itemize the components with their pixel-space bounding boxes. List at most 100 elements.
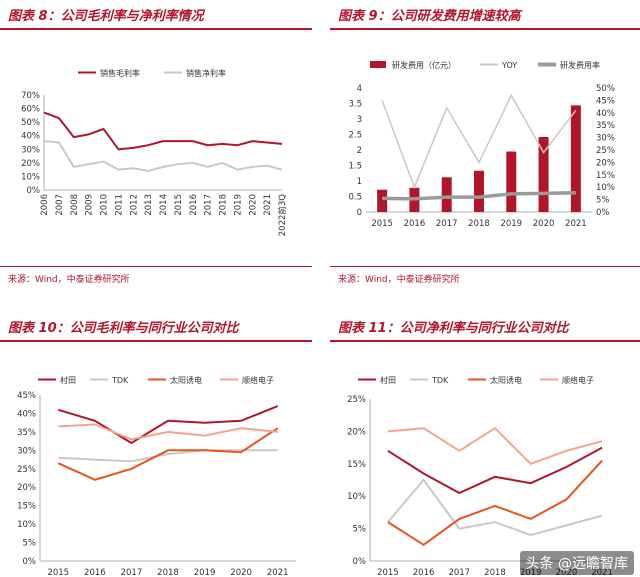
series-line xyxy=(43,111,283,151)
x-tick-label: 2017 xyxy=(204,194,214,216)
series-line xyxy=(387,446,603,495)
y2-tick-label: 35% xyxy=(596,121,615,131)
chart-gross-margin-peers: 村田 TDK 太阳诱电 顺络电子 0% 5% 10% 15% 20% 25% 30% 35% 40% 45… xyxy=(17,375,296,577)
x-tick-label: 2018 xyxy=(219,194,229,216)
series-line xyxy=(387,459,603,547)
bar xyxy=(474,170,484,212)
x-tick-label: 2009 xyxy=(85,194,95,216)
chart-net-margin-peers: 村田 TDK 太阳诱电 顺络电子 0% 5% 10% 15% 20% 25% 2015 2016 201… xyxy=(347,375,620,577)
y-tick-label: 0 xyxy=(357,208,362,218)
y-tick-label: 70% xyxy=(21,91,40,101)
x-tick-label: 2016 xyxy=(189,194,199,216)
y2-tick-label: 5% xyxy=(596,196,610,206)
x-tick-label: 2021 xyxy=(565,219,587,229)
y-tick-label: 35% xyxy=(17,428,36,438)
y-tick-label: 10% xyxy=(17,520,36,530)
x-tick-label: 2021 xyxy=(591,568,613,577)
x-tick-label: 2006 xyxy=(40,194,50,216)
panel-title-bar: 图表 8：公司毛利率与净利率情况 xyxy=(0,0,312,30)
title-underline xyxy=(0,340,312,342)
y2-tick-label: 25% xyxy=(596,146,615,156)
watermark: 头条 @远瞻智库 xyxy=(519,551,634,575)
title-underline xyxy=(330,28,640,30)
y-tick-label: 20% xyxy=(347,427,366,437)
source-note: 来源：Wind，中泰证券研究所 xyxy=(338,275,460,285)
x-tick-label: 2016 xyxy=(84,568,106,577)
panel-title: 图表 10：公司毛利率与同行业公司对比 xyxy=(8,321,239,336)
y-tick-label: 40% xyxy=(17,409,36,419)
y-tick-label: 10% xyxy=(347,492,366,502)
panel-net-margin-peers: 图表 11：公司净利率与同行业公司对比 村田 TDK 太阳诱电 顺络电子 0% 5% 10%… xyxy=(330,312,640,577)
title-underline xyxy=(0,28,312,30)
chart-rd-expense: 研发费用（亿元） YOY 研发费用率00.511.522.533.540%5%10%… xyxy=(348,60,615,229)
legend-label: 顺络电子 xyxy=(242,375,274,385)
bar xyxy=(506,151,517,212)
y-tick-label: 2.5 xyxy=(348,131,362,141)
legend-label: 研发费用率 xyxy=(560,60,600,70)
source-note: 来源：Wind，中泰证券研究所 xyxy=(8,275,130,285)
y2-tick-label: 45% xyxy=(596,96,615,106)
legend-label: 太阳诱电 xyxy=(490,375,522,385)
x-tick-label: 2021 xyxy=(263,194,273,216)
y-tick-label: 45% xyxy=(17,391,36,401)
y-tick-label: 20% xyxy=(21,159,40,169)
x-tick-label: 2011 xyxy=(114,194,124,216)
x-tick-label: 2015 xyxy=(47,568,69,577)
x-tick-label: 2022前3Q xyxy=(277,194,288,237)
y2-tick-label: 20% xyxy=(596,158,615,168)
x-tick-label: 2010 xyxy=(100,194,110,216)
y2-tick-label: 0% xyxy=(596,208,610,218)
x-tick-label: 2007 xyxy=(55,194,65,216)
legend-swatch xyxy=(370,61,386,68)
panel-title-bar: 图表 10：公司毛利率与同行业公司对比 xyxy=(0,312,312,342)
y-tick-label: 40% xyxy=(21,132,40,142)
legend-label: 太阳诱电 xyxy=(170,375,202,385)
series-line xyxy=(58,423,278,441)
x-tick-label: 2015 xyxy=(174,194,184,216)
x-tick-label: 2019 xyxy=(520,568,542,577)
x-tick-label: 2016 xyxy=(404,219,426,229)
x-tick-label: 2019 xyxy=(194,568,216,577)
series-line xyxy=(57,427,279,481)
y-tick-label: 0% xyxy=(353,557,367,567)
y-tick-label: 0% xyxy=(23,557,37,567)
x-tick-label: 2014 xyxy=(159,194,169,216)
legend-label: TDK xyxy=(111,376,129,385)
series-line xyxy=(387,426,603,465)
panel-title-bar: 图表 11：公司净利率与同行业公司对比 xyxy=(330,312,640,342)
y2-tick-label: 15% xyxy=(596,171,615,181)
panel-title: 图表 9：公司研发费用增速较高 xyxy=(338,9,521,24)
y-tick-label: 60% xyxy=(21,105,40,115)
panel-gross-net-margin: 图表 8：公司毛利率与净利率情况 销售毛利率 销售净利率 0% 10% 20% 30% 40… xyxy=(0,0,312,290)
x-tick-label: 2020 xyxy=(230,568,252,577)
legend-label: 研发费用（亿元） xyxy=(392,60,456,70)
y-tick-label: 30% xyxy=(17,446,36,456)
bar xyxy=(441,177,452,212)
title-underline xyxy=(330,340,640,342)
x-tick-label: 2021 xyxy=(267,568,289,577)
series-line xyxy=(387,478,603,537)
x-tick-label: 2018 xyxy=(468,219,490,229)
x-tick-label: 2020 xyxy=(533,219,555,229)
x-tick-label: 2012 xyxy=(129,194,139,216)
x-tick-label: 2017 xyxy=(121,568,143,577)
x-tick-label: 2015 xyxy=(377,568,399,577)
x-tick-label: 2018 xyxy=(484,568,506,577)
y-tick-label: 0.5 xyxy=(348,193,362,203)
x-tick-label: 2020 xyxy=(248,194,258,216)
x-tick-label: 2013 xyxy=(144,194,154,216)
x-tick-label: 2015 xyxy=(371,219,393,229)
panel-title: 图表 11：公司净利率与同行业公司对比 xyxy=(338,321,569,336)
x-tick-label: 2017 xyxy=(436,219,458,229)
y-tick-label: 10% xyxy=(21,172,40,182)
x-tick-label: 2016 xyxy=(413,568,435,577)
y2-tick-label: 30% xyxy=(596,134,615,144)
chart-gross-net-margin: 销售毛利率 销售净利率 0% 10% 20% 30% 40% 50% 60% 70% 2006 200… xyxy=(21,68,288,237)
x-tick-label: 2018 xyxy=(157,568,179,577)
legend-label: 销售毛利率 xyxy=(100,68,140,78)
legend-label: YOY xyxy=(501,61,517,70)
series-line xyxy=(58,405,279,445)
y2-tick-label: 50% xyxy=(596,84,615,94)
x-tick-label: 2019 xyxy=(233,194,243,216)
y-tick-label: 1 xyxy=(357,177,362,187)
